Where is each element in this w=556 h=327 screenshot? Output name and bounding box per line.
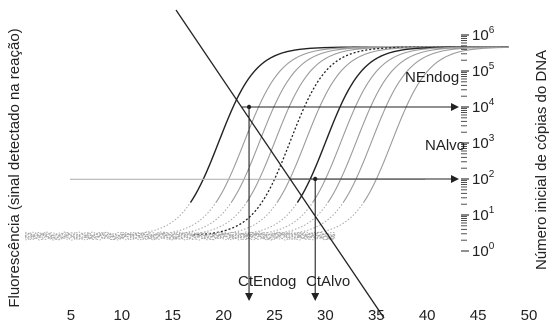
right-tick-label: 103 — [472, 133, 495, 152]
amplification-curve-11 — [363, 46, 509, 203]
amplification-curve-7-early — [228, 202, 298, 236]
amplification-curve-11-early — [294, 202, 364, 236]
amplification-curve-8-early — [243, 202, 314, 236]
x-tick-label: 25 — [266, 307, 283, 324]
y-axis-label-left: Fluorescência (sinal detectado na reação… — [6, 28, 23, 307]
x-tick-label: 30 — [317, 307, 334, 324]
right-tick-label: 106 — [472, 25, 495, 44]
baseline-noise-trace — [25, 231, 336, 241]
right-tick-label: 100 — [472, 241, 495, 260]
alvo-intersection-dot — [313, 176, 318, 182]
x-tick-label: 15 — [164, 307, 181, 324]
endog-intersection-dot — [246, 104, 252, 110]
y-axis-label-right: Número inicial de cópias do DNA — [533, 50, 550, 270]
baseline-noise-trace — [25, 231, 336, 241]
ct-endog-label: CtEndog — [238, 273, 296, 290]
x-axis-tick-labels: 5 10 15 20 25 30 35 40 45 50 — [67, 307, 538, 324]
right-tick-label: 101 — [472, 205, 495, 224]
x-tick-label: 35 — [368, 307, 385, 324]
right-tick-label: 104 — [472, 97, 495, 116]
x-tick-label: 10 — [113, 307, 130, 324]
amplification-curve-2-early — [147, 202, 217, 236]
annotation-arrows — [241, 103, 459, 301]
amplification-curves — [121, 46, 509, 236]
x-tick-label: 50 — [521, 307, 538, 324]
baseline-noise — [24, 231, 336, 241]
baseline-noise-trace — [24, 231, 336, 241]
standard-curve-line — [175, 9, 385, 319]
right-axis-tick-labels: 100 101 102 103 104 105 106 — [472, 25, 495, 260]
right-tick-label: 105 — [472, 61, 495, 80]
amplification-curve-5-early — [193, 46, 509, 236]
x-tick-label: 40 — [419, 307, 436, 324]
ct-alvo-label: CtAlvo — [306, 273, 350, 290]
baseline-noise-trace — [24, 231, 336, 241]
amplification-curve-10 — [342, 46, 509, 203]
n-endog-label: NEndog — [405, 69, 459, 86]
amplification-curve-3-early — [162, 202, 232, 236]
right-tick-label: 102 — [472, 169, 495, 188]
baseline-noise-trace — [24, 231, 336, 241]
x-tick-label: 45 — [470, 307, 487, 324]
right-axis-ruler — [461, 34, 469, 252]
x-tick-label: 5 — [67, 307, 75, 324]
n-alvo-label: NAlvo — [425, 137, 465, 154]
x-tick-label: 20 — [215, 307, 232, 324]
